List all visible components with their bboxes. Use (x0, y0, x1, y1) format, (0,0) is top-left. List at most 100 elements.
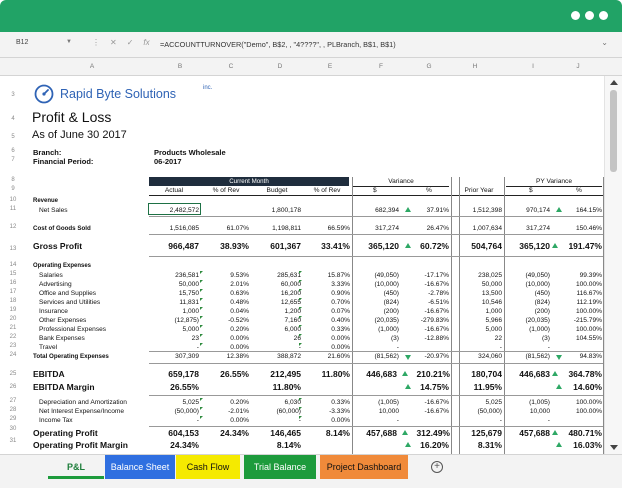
cell-budget-pct[interactable]: 0.00% (331, 335, 350, 342)
window-menu-dots[interactable] (571, 11, 608, 20)
gross-budget[interactable]: 601,367 (270, 241, 301, 251)
cell-py-var[interactable]: (1,000) (529, 326, 550, 333)
cell-budget[interactable]: 12,655 (280, 299, 301, 306)
cell-budget-pct[interactable]: 0.70% (331, 299, 350, 306)
cogs-var-pct[interactable]: 26.47% (426, 225, 449, 232)
cogs-var[interactable]: 317,274 (375, 225, 399, 232)
total-opex-budget-pct[interactable]: 21.60% (327, 353, 350, 360)
row-header[interactable]: 15 (9, 271, 17, 277)
cell-actual-pct[interactable]: 9.53% (230, 272, 249, 279)
cell-actual-pct[interactable]: 0.63% (230, 290, 249, 297)
cell-budget[interactable]: 285,631 (277, 272, 301, 279)
cell-var[interactable]: (824) (383, 299, 399, 306)
ebitda-margin-var-pct[interactable]: 14.75% (420, 382, 449, 392)
expand-formula-icon[interactable]: ⌄ (601, 38, 608, 47)
row-header[interactable]: 29 (9, 416, 17, 422)
cell-py-var[interactable]: (10,000) (525, 281, 550, 288)
row-header[interactable]: 3 (11, 92, 15, 98)
total-opex-budget[interactable]: 388,872 (277, 353, 301, 360)
cell-py-var[interactable]: (200) (534, 308, 550, 315)
row-header[interactable]: 5 (11, 134, 15, 140)
gross-py[interactable]: 504,764 (471, 241, 502, 251)
cell-py-var[interactable]: - (547, 417, 550, 424)
cell-var[interactable]: (450) (383, 290, 399, 297)
tab-balance-sheet[interactable]: Balance Sheet (105, 455, 175, 479)
row-header[interactable]: 18 (9, 298, 17, 304)
row-header[interactable]: 6 (11, 148, 15, 154)
cell-py-pct[interactable]: -215.79% (573, 317, 602, 324)
row-header[interactable]: 31 (9, 438, 17, 444)
gross-actual-pct[interactable]: 38.93% (220, 241, 249, 251)
col-header-b[interactable]: B (177, 63, 183, 70)
cell-var[interactable]: (20,035) (374, 317, 399, 324)
cell-budget[interactable]: 6,000 (284, 326, 301, 333)
cell-py[interactable]: - (499, 344, 502, 351)
cell-var[interactable]: (1,005) (378, 399, 399, 406)
net-sales-var[interactable]: 682,394 (375, 207, 399, 214)
total-opex-actual[interactable]: 307,309 (175, 353, 199, 360)
cell-py[interactable]: 238,025 (478, 272, 502, 279)
row-header[interactable]: 11 (9, 206, 17, 212)
cell-actual-pct[interactable]: 0.00% (230, 344, 249, 351)
cell-budget[interactable]: 26 (293, 335, 301, 342)
cell-budget-pct[interactable]: 15.87% (327, 272, 350, 279)
cell-budget-pct[interactable]: -3.33% (329, 408, 350, 415)
cell-py-pct[interactable]: 112.19% (576, 299, 602, 306)
cell-actual[interactable]: 15,750 (178, 290, 199, 297)
col-header-h[interactable]: H (472, 63, 478, 70)
cell-actual[interactable]: 5,025 (182, 399, 199, 406)
cogs-py-var[interactable]: 317,274 (526, 225, 550, 232)
ebitda-actual[interactable]: 659,178 (168, 369, 199, 379)
total-opex-actual-pct[interactable]: 12.38% (226, 353, 249, 360)
ebitda-budget-pct[interactable]: 11.80% (321, 369, 350, 379)
cell-var[interactable]: - (396, 417, 399, 424)
plus-circle-icon[interactable]: + (431, 461, 443, 473)
cell-actual[interactable]: - (196, 417, 199, 424)
cell-budget-pct[interactable]: 0.33% (331, 399, 350, 406)
cell-py-var[interactable]: (1,005) (529, 399, 550, 406)
row-header[interactable]: 19 (9, 307, 17, 313)
ebitda-margin-actual[interactable]: 26.55% (170, 382, 199, 392)
col-header-a[interactable]: A (89, 63, 95, 70)
cell-var-pct[interactable]: -279.83% (420, 317, 449, 324)
op-profit-py[interactable]: 125,679 (471, 428, 502, 438)
total-opex-var[interactable]: (81,562) (374, 353, 399, 360)
row-header[interactable]: 23 (9, 343, 17, 349)
ebitda-budget[interactable]: 212,495 (270, 369, 301, 379)
row-header[interactable]: 25 (9, 371, 17, 377)
cell-py-var[interactable]: 10,000 (529, 408, 550, 415)
op-margin-actual[interactable]: 24.34% (170, 440, 199, 450)
cogs-budget-pct[interactable]: 66.59% (327, 225, 350, 232)
cell-var[interactable]: (1,000) (378, 326, 399, 333)
cell-budget[interactable]: 6,030 (284, 399, 301, 406)
op-profit-actual[interactable]: 604,153 (168, 428, 199, 438)
col-header-f[interactable]: F (379, 63, 383, 70)
cell-py-pct[interactable]: 100.00% (575, 281, 602, 288)
net-sales-py[interactable]: 1,512,398 (472, 207, 502, 214)
enter-icon[interactable]: ✓ (126, 38, 134, 47)
gross-py-pct[interactable]: 191.47% (568, 241, 602, 251)
tab-cash-flow[interactable]: Cash Flow (176, 455, 240, 479)
cell-var[interactable]: 10,000 (378, 408, 399, 415)
cell-actual[interactable]: (12,875) (174, 317, 199, 324)
cell-var[interactable]: (200) (383, 308, 399, 315)
col-header-c[interactable]: C (228, 63, 234, 70)
op-profit-actual-pct[interactable]: 24.34% (220, 428, 249, 438)
cell-actual-pct[interactable]: 0.00% (230, 335, 249, 342)
cell-actual-pct[interactable]: 0.00% (230, 417, 249, 424)
ebitda-actual-pct[interactable]: 26.55% (220, 369, 249, 379)
cell-var-pct[interactable]: -2.78% (428, 290, 449, 297)
cell-actual-pct[interactable]: -2.01% (228, 408, 249, 415)
cogs-py[interactable]: 1,007,634 (472, 225, 502, 232)
cell-budget-pct[interactable]: 0.90% (331, 290, 350, 297)
row-header[interactable]: 21 (9, 325, 17, 331)
cancel-icon[interactable]: ✕ (110, 38, 117, 47)
row-header[interactable]: 26 (9, 384, 17, 390)
cell-py[interactable]: 50,000 (481, 281, 502, 288)
cell-actual-pct[interactable]: 0.20% (230, 399, 249, 406)
cell-py[interactable]: 22 (494, 335, 502, 342)
row-header[interactable]: 10 (9, 197, 17, 203)
op-margin-py[interactable]: 8.31% (477, 440, 502, 450)
cell-actual[interactable]: - (196, 344, 199, 351)
op-profit-budget[interactable]: 146,465 (270, 428, 301, 438)
